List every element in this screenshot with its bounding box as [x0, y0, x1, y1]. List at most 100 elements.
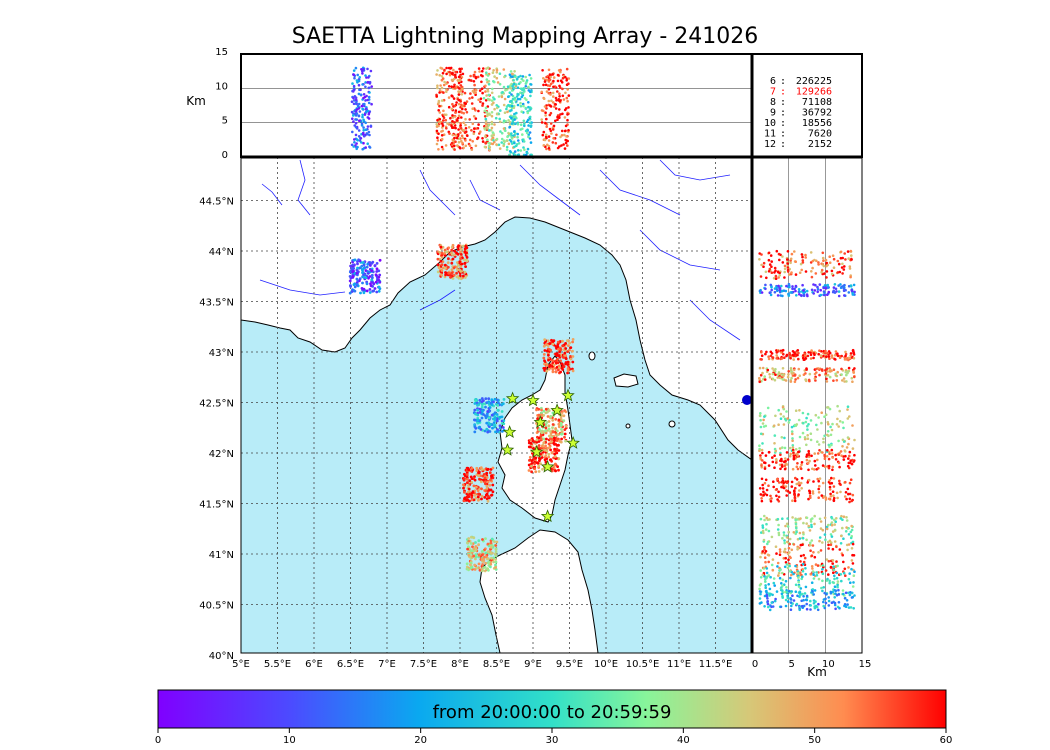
lightning-source	[547, 455, 551, 459]
altitude-source	[464, 108, 467, 111]
latitude-source	[799, 587, 803, 590]
latitude-source	[822, 604, 825, 608]
latitude-source	[820, 586, 823, 590]
altitude-source	[554, 119, 557, 123]
altitude-source	[563, 133, 566, 137]
latitude-source	[839, 283, 842, 286]
lightning-source	[498, 424, 502, 428]
lightning-source	[480, 416, 484, 420]
lightning-source	[495, 419, 499, 423]
lightning-source	[559, 359, 562, 363]
altitude-source	[498, 72, 502, 75]
latitude-source	[831, 356, 834, 359]
latitude-source	[805, 538, 808, 542]
altitude-source	[529, 77, 533, 80]
latitude-source	[841, 262, 844, 266]
latitude-source	[785, 284, 788, 288]
latitude-source	[852, 574, 856, 577]
lightning-source	[368, 291, 372, 294]
latitude-source	[816, 287, 820, 291]
river-line	[261, 183, 283, 206]
altitude-source	[526, 147, 530, 151]
latitude-source	[843, 358, 847, 361]
lightning-source	[482, 473, 486, 476]
lightning-source	[486, 567, 489, 570]
altitude-source	[447, 66, 451, 70]
altitude-source	[479, 74, 483, 77]
lightning-source	[483, 429, 487, 433]
altitude-source	[495, 112, 499, 115]
latitude-source	[802, 595, 805, 598]
river-line	[419, 169, 456, 216]
altitude-source	[566, 99, 569, 103]
latitude-source	[812, 551, 815, 554]
latitude-source	[762, 531, 765, 535]
lightning-source	[468, 499, 471, 503]
latitude-source	[839, 250, 843, 254]
latitude-source	[798, 271, 802, 275]
altitude-source	[504, 88, 507, 92]
lightning-source	[463, 276, 467, 279]
lightning-source	[451, 243, 455, 247]
lightning-source	[490, 493, 494, 497]
altitude-source	[456, 119, 459, 122]
altitude-source	[352, 69, 356, 72]
stat-separator: :	[780, 108, 786, 119]
latitude-source	[781, 571, 784, 575]
altitude-source	[484, 90, 487, 93]
lightning-source	[566, 339, 569, 343]
corsica-island	[497, 355, 573, 523]
altitude-source	[472, 115, 476, 118]
latitude-source	[767, 560, 770, 564]
top-y-tick-label: 5	[222, 116, 228, 127]
lightning-source	[464, 244, 468, 248]
lightning-source	[557, 457, 561, 460]
latitude-source	[821, 568, 824, 571]
altitude-source	[483, 145, 487, 149]
altitude-source	[527, 135, 530, 139]
lightning-source	[490, 403, 494, 407]
altitude-source	[505, 139, 509, 142]
latitude-source	[799, 481, 803, 485]
latitude-source	[850, 289, 854, 293]
altitude-source	[438, 117, 442, 121]
altitude-source	[361, 133, 365, 136]
altitude-source	[521, 127, 524, 131]
lightning-source	[544, 444, 547, 448]
latitude-source	[807, 478, 811, 482]
lightning-source	[549, 440, 553, 444]
latitude-source	[764, 424, 768, 428]
latitude-source	[783, 264, 787, 268]
altitude-source	[552, 79, 555, 83]
lightning-source	[486, 499, 490, 503]
altitude-source	[352, 120, 355, 123]
station-star	[526, 393, 540, 407]
latitude-source	[834, 453, 837, 457]
altitude-source	[351, 117, 354, 120]
latitude-source	[833, 529, 837, 532]
latitude-source	[816, 564, 820, 567]
lightning-source	[450, 248, 454, 252]
altitude-source	[490, 111, 494, 114]
latitude-source	[831, 456, 834, 459]
latitude-source	[827, 559, 831, 563]
lightning-source	[485, 401, 489, 404]
latitude-source	[798, 409, 801, 412]
latitude-source	[841, 438, 845, 442]
altitude-source	[521, 75, 525, 78]
lightning-source	[553, 452, 557, 456]
altitude-source	[489, 128, 493, 132]
latitude-source	[767, 251, 771, 255]
stat-separator: :	[780, 87, 786, 98]
latitude-source	[841, 589, 845, 592]
latitude-source	[784, 419, 788, 422]
lightning-source	[472, 484, 476, 488]
lightning-source	[436, 270, 440, 274]
altitude-source	[361, 83, 364, 86]
altitude-source	[558, 69, 561, 72]
lightning-source	[563, 409, 566, 412]
lightning-source	[533, 440, 536, 444]
latitude-source	[760, 499, 764, 503]
latitude-source	[821, 481, 825, 485]
river-line	[419, 289, 456, 311]
